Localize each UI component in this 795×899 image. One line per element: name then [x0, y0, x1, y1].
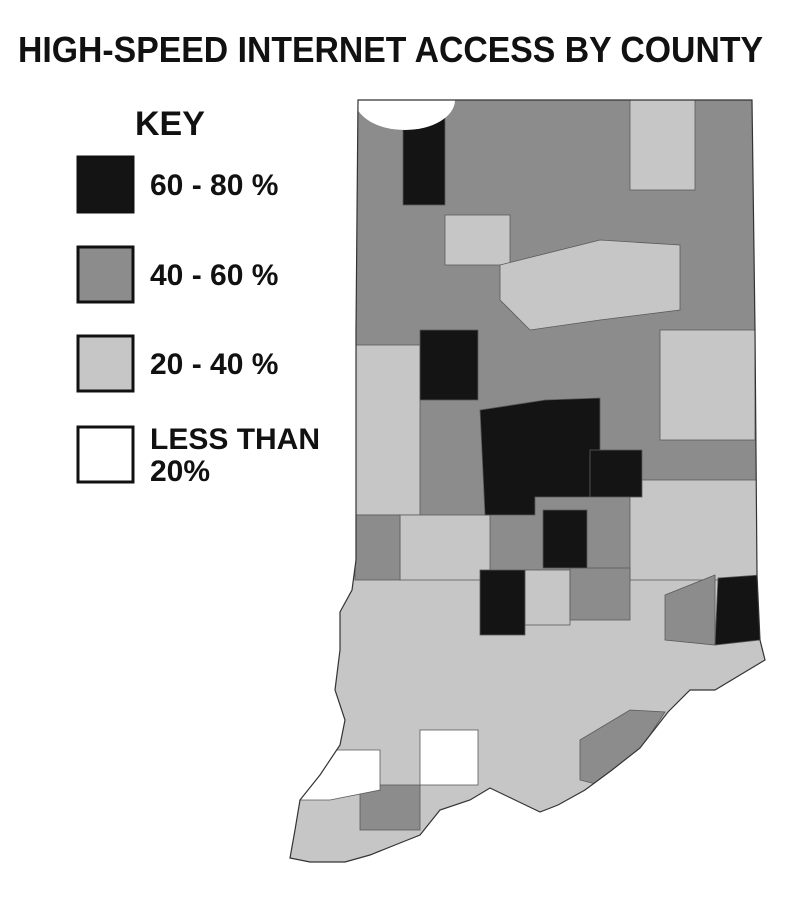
key-title: KEY [135, 105, 205, 143]
legend-swatch [76, 155, 135, 214]
legend-swatch [76, 425, 135, 484]
legend-swatch [76, 245, 135, 304]
legend-label: 20% [150, 455, 210, 488]
legend-swatch [76, 334, 135, 393]
legend-label: 40 - 60 % [150, 259, 278, 292]
legend-label: 20 - 40 % [150, 348, 278, 381]
map-title: HIGH-SPEED INTERNET ACCESS BY COUNTY [18, 29, 763, 70]
state-outline [289, 99, 766, 863]
indiana-map [290, 100, 765, 862]
legend-label: 60 - 80 % [150, 169, 278, 202]
legend-label: LESS THAN [150, 423, 320, 456]
